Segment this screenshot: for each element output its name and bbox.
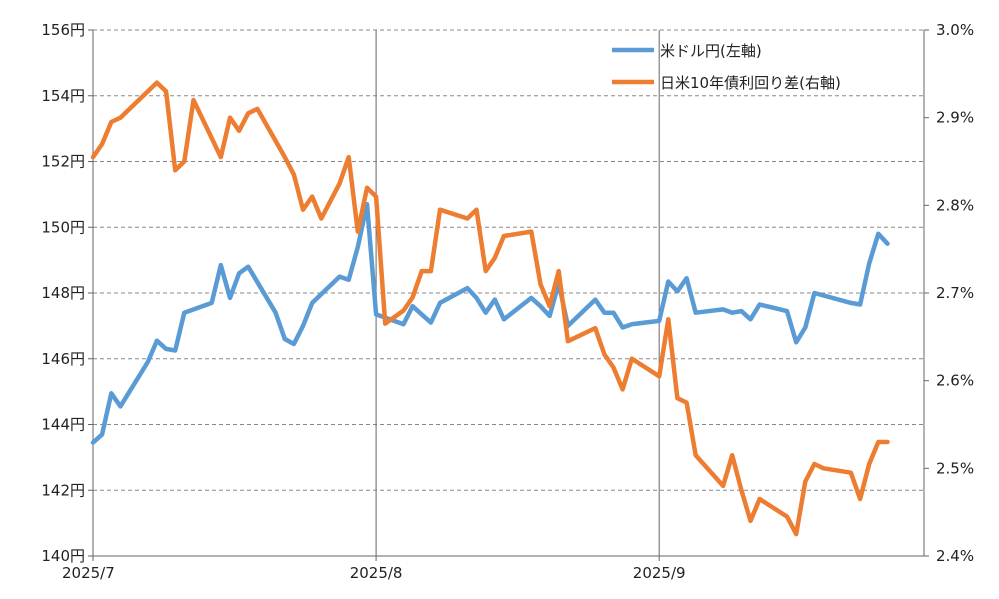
y-left-tick-label: 142円	[41, 481, 85, 499]
y-right-tick-label: 2.8%	[936, 196, 974, 214]
x-tick-label: 2025/8	[350, 564, 403, 582]
y-right-tick-label: 2.6%	[936, 372, 974, 390]
usdjpy-series-line	[90, 201, 890, 445]
yield-spread-series-line	[90, 80, 890, 537]
legend-entry: 米ドル円(左軸)	[660, 42, 762, 60]
y-left-tick-label: 154円	[41, 87, 85, 105]
y-right-tick-label: 2.4%	[936, 547, 974, 565]
x-tick-label: 2025/9	[633, 564, 686, 582]
y-left-tick-label: 146円	[41, 350, 85, 368]
y-left-tick-label: 152円	[41, 153, 85, 171]
legend-entry: 日米10年債利回り差(右軸)	[660, 74, 841, 92]
y-left-tick-label: 148円	[41, 284, 85, 302]
x-tick-label: 2025/7	[62, 564, 115, 582]
y-left-tick-label: 150円	[41, 218, 85, 236]
y-left-tick-label: 140円	[41, 547, 85, 565]
y-right-tick-label: 2.5%	[936, 459, 974, 477]
y-left-tick-label: 156円	[41, 21, 85, 39]
y-right-tick-label: 3.0%	[936, 21, 974, 39]
y-right-tick-label: 2.9%	[936, 109, 974, 127]
y-left-tick-label: 144円	[41, 416, 85, 434]
y-right-tick-label: 2.7%	[936, 284, 974, 302]
